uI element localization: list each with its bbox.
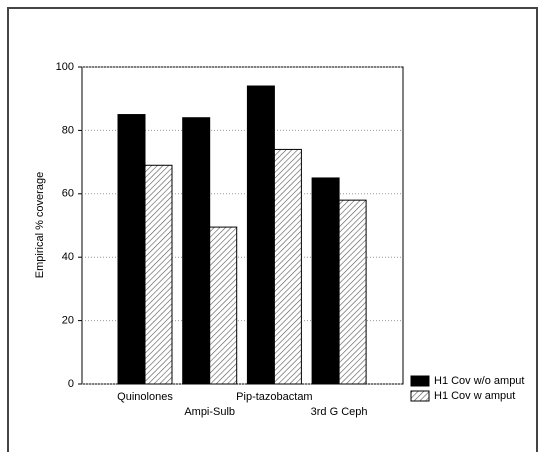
x-tick-label: 3rd G Ceph <box>311 406 368 418</box>
y-tick-label: 80 <box>62 124 74 136</box>
y-tick-label: 0 <box>68 378 74 390</box>
plot-area <box>81 66 404 385</box>
legend-label: H1 Cov w amput <box>434 390 515 402</box>
frame <box>7 7 538 452</box>
bar <box>144 164 173 385</box>
bar <box>273 148 302 385</box>
x-tick-label: Ampi-Sulb <box>184 406 235 418</box>
bar <box>246 85 275 385</box>
bar <box>209 226 238 385</box>
y-tick-label: 100 <box>56 61 74 73</box>
y-tick-label: 20 <box>62 315 74 327</box>
y-axis-label: Empirical % coverage <box>34 172 46 278</box>
bar <box>117 114 146 385</box>
legend-swatch <box>410 375 430 387</box>
y-tick-label: 40 <box>62 251 74 263</box>
bar <box>338 199 367 385</box>
x-tick-label: Pip-tazobactam <box>236 391 312 403</box>
x-tick-label: Quinolones <box>117 391 173 403</box>
legend-swatch <box>410 390 430 402</box>
bar <box>311 177 340 385</box>
bar <box>182 117 211 385</box>
legend-label: H1 Cov w/o amput <box>434 375 524 387</box>
y-tick-label: 60 <box>62 188 74 200</box>
